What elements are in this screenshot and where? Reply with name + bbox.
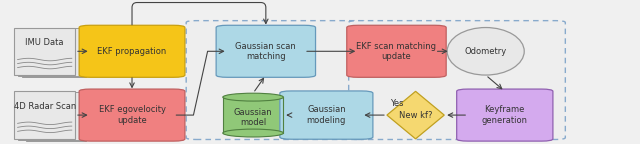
Text: IMU Data: IMU Data: [26, 38, 64, 47]
Text: Gaussian
model: Gaussian model: [234, 108, 273, 127]
Text: Keyframe
generation: Keyframe generation: [482, 105, 528, 125]
FancyBboxPatch shape: [22, 29, 83, 77]
FancyBboxPatch shape: [457, 89, 553, 141]
FancyBboxPatch shape: [26, 30, 86, 77]
FancyBboxPatch shape: [347, 25, 446, 77]
Text: Yes: Yes: [390, 99, 403, 108]
FancyBboxPatch shape: [79, 25, 185, 77]
FancyBboxPatch shape: [280, 91, 373, 139]
Ellipse shape: [447, 28, 524, 75]
FancyBboxPatch shape: [223, 97, 284, 133]
Ellipse shape: [223, 129, 284, 137]
Text: 4D Radar Scan: 4D Radar Scan: [13, 102, 76, 111]
Text: Odometry: Odometry: [465, 47, 507, 56]
FancyBboxPatch shape: [349, 21, 565, 140]
Text: EKF egovelocity
update: EKF egovelocity update: [99, 105, 166, 125]
Polygon shape: [387, 91, 444, 139]
FancyBboxPatch shape: [216, 25, 316, 77]
FancyBboxPatch shape: [186, 21, 368, 140]
Text: EKF scan matching
update: EKF scan matching update: [356, 42, 436, 61]
Text: Gaussian
modeling: Gaussian modeling: [307, 105, 346, 125]
FancyBboxPatch shape: [15, 91, 75, 139]
Text: EKF propagation: EKF propagation: [97, 47, 166, 56]
FancyBboxPatch shape: [19, 28, 79, 76]
Ellipse shape: [223, 93, 284, 101]
FancyBboxPatch shape: [19, 92, 79, 140]
Text: New kf?: New kf?: [399, 111, 433, 120]
Text: Gaussian scan
matching: Gaussian scan matching: [236, 42, 296, 61]
FancyBboxPatch shape: [79, 89, 185, 141]
FancyBboxPatch shape: [15, 28, 75, 75]
FancyBboxPatch shape: [26, 94, 86, 141]
FancyBboxPatch shape: [22, 93, 83, 140]
